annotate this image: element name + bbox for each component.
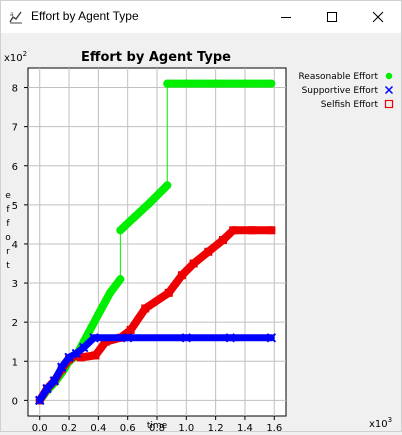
- series-layer: [35, 79, 277, 406]
- minimize-icon: [281, 17, 291, 18]
- data-point: [49, 376, 60, 386]
- data-point: [240, 79, 249, 88]
- grid-lines: [28, 68, 286, 416]
- data-point: [131, 212, 140, 221]
- x-tick-label: 1.4: [237, 423, 253, 431]
- x-tick-label: 0.0: [32, 423, 48, 431]
- data-point: [164, 288, 173, 297]
- data-point: [163, 181, 172, 190]
- data-point: [182, 79, 191, 88]
- data-point: [266, 333, 277, 343]
- series-segment: [94, 288, 115, 319]
- legend-marker: [385, 72, 393, 80]
- close-icon: [372, 11, 384, 23]
- window-title: Effort by Agent Type: [31, 9, 139, 23]
- data-point: [71, 348, 82, 359]
- legend-marker: [384, 99, 394, 109]
- legend-marker: [384, 85, 394, 95]
- y-tick-label: 4: [12, 240, 18, 251]
- title-bar[interactable]: a Effort by Agent Type: [1, 1, 401, 33]
- x-tick-label: 0.4: [90, 423, 106, 431]
- data-point: [163, 79, 172, 88]
- data-point: [145, 198, 154, 207]
- axis-ticks: 0.0 0.2 0.4 0.6 0.8 1.0 1.2 1.4 1.6 0 1 2 3 4 5 6 7 8: [12, 84, 283, 434]
- data-point: [116, 275, 125, 284]
- data-point: [229, 226, 238, 235]
- legend-label: Selfish Effort: [321, 100, 379, 110]
- data-point: [116, 226, 125, 235]
- data-point: [42, 383, 52, 394]
- y-tick-label: 3: [12, 279, 18, 290]
- chart-app-icon: a: [9, 11, 22, 24]
- y-axis-label-char: r: [6, 247, 10, 257]
- minimize-button[interactable]: [263, 1, 309, 33]
- x-tick-label: 0.6: [120, 423, 136, 431]
- data-point: [35, 395, 45, 406]
- data-point: [141, 304, 150, 313]
- data-point: [57, 362, 67, 372]
- x-tick-label: 1.0: [178, 423, 194, 431]
- y-tick-label: 0: [12, 396, 18, 407]
- data-point: [106, 288, 115, 297]
- data-point: [177, 271, 186, 280]
- legend-label: Supportive Effort: [302, 86, 379, 96]
- data-point: [101, 337, 110, 346]
- effort-chart: Effort by Agent Type x102 x103 time effo…: [4, 50, 394, 434]
- legend-label: Reasonable Effort: [298, 72, 378, 82]
- data-point: [181, 333, 192, 343]
- x-tick-label: 0.8: [149, 423, 165, 431]
- data-point: [267, 226, 276, 235]
- x-tick-label: 1.6: [266, 423, 282, 431]
- y-tick-label: 2: [12, 318, 18, 329]
- y-tick-label: 5: [12, 201, 18, 212]
- maximize-button[interactable]: [309, 1, 355, 33]
- x-axis-label: time: [147, 421, 168, 431]
- y-axis-label-char: f: [6, 219, 10, 229]
- data-point: [126, 325, 135, 334]
- data-point: [225, 333, 236, 343]
- x-multiplier-label: x103: [369, 416, 392, 430]
- y-tick-label: 6: [12, 162, 18, 173]
- y-axis-label-char: e: [5, 191, 11, 201]
- legend: Reasonable Effort Supportive Effort Selfis…: [298, 72, 394, 110]
- y-multiplier-label: x102: [4, 50, 27, 64]
- chart-title: Effort by Agent Type: [81, 50, 231, 65]
- y-axis-label-char: f: [6, 205, 10, 215]
- data-point: [64, 352, 74, 363]
- y-tick-label: 8: [12, 84, 18, 95]
- y-tick-label: 1: [12, 357, 18, 368]
- close-button[interactable]: [355, 1, 401, 33]
- data-point: [218, 236, 227, 245]
- series-segment: [145, 181, 172, 207]
- data-point: [91, 351, 100, 360]
- series-supportive-effort: [35, 333, 277, 406]
- data-point: [78, 342, 89, 353]
- y-axis-label-char: o: [5, 233, 11, 243]
- x-tick-label: 1.2: [208, 423, 224, 431]
- data-point: [248, 226, 257, 235]
- data-point: [76, 353, 85, 362]
- maximize-icon: [327, 12, 337, 22]
- data-point: [122, 333, 133, 343]
- data-point: [211, 79, 220, 88]
- x-tick-label: 0.2: [61, 423, 77, 431]
- series-segment: [79, 310, 103, 346]
- data-point: [204, 247, 213, 256]
- y-axis-label-char: t: [6, 261, 10, 271]
- data-point: [89, 333, 99, 343]
- svg-text:a: a: [10, 11, 14, 18]
- data-point: [189, 259, 198, 268]
- data-point: [94, 310, 103, 319]
- data-point: [267, 79, 276, 88]
- y-tick-label: 7: [12, 123, 18, 134]
